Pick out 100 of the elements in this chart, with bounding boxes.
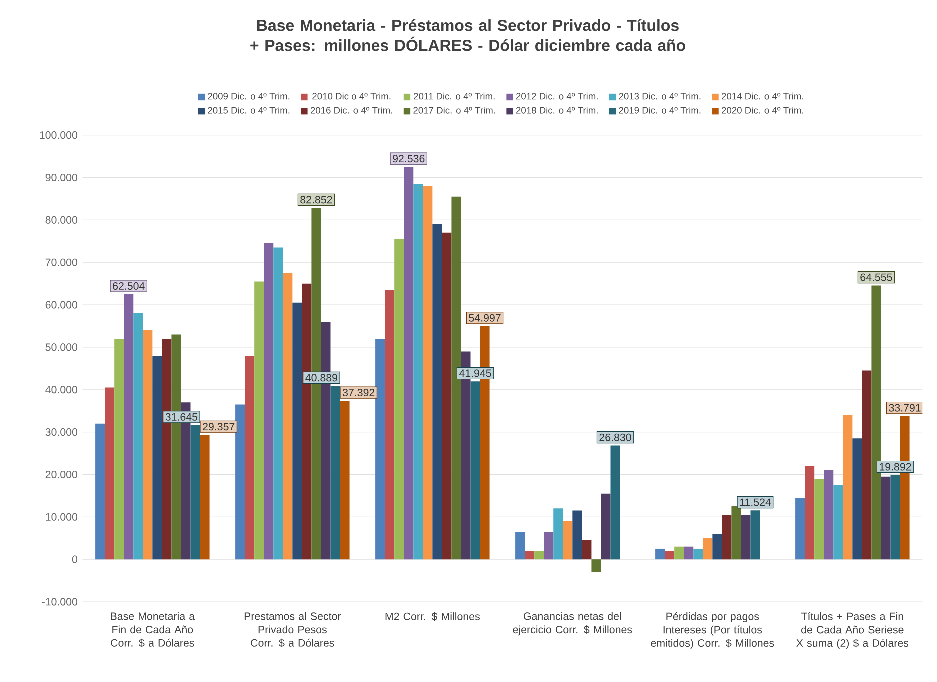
x-tick-label: M2 Corr. $ Millones bbox=[386, 612, 480, 622]
bar bbox=[143, 330, 153, 560]
bar bbox=[385, 290, 395, 560]
bar bbox=[684, 546, 694, 560]
bar bbox=[414, 184, 424, 560]
y-tick-label: 100.000 bbox=[40, 132, 78, 140]
bar bbox=[525, 551, 535, 560]
bar bbox=[592, 560, 602, 572]
bar bbox=[805, 466, 815, 560]
bar bbox=[134, 314, 144, 560]
bar bbox=[814, 478, 824, 560]
bar bbox=[452, 196, 462, 560]
data-label: 33.791 bbox=[889, 404, 921, 412]
bar bbox=[862, 370, 872, 560]
legend-label: 2018 Dic. o 4º Trim. bbox=[516, 106, 598, 114]
legend-label: 2011 Dic. o 4º Trim. bbox=[414, 92, 495, 100]
data-label: 54.997 bbox=[469, 314, 501, 322]
bar bbox=[292, 302, 302, 560]
bar bbox=[274, 248, 284, 560]
x-tick-label: Pérdidas por pagos Intereses (Por títulos emitidos) Corr. $ Millones bbox=[651, 612, 774, 650]
bar bbox=[105, 388, 115, 560]
y-tick-label: 60.000 bbox=[46, 301, 78, 309]
bar bbox=[423, 186, 433, 560]
bar bbox=[824, 470, 834, 560]
bar bbox=[190, 425, 200, 560]
data-label: 31.645 bbox=[166, 413, 198, 421]
bar bbox=[516, 532, 526, 560]
legend-label: 2010 Dic o 4º Trim. bbox=[312, 92, 391, 100]
y-tick-label: 80.000 bbox=[46, 216, 78, 224]
bar bbox=[200, 435, 210, 560]
x-tick-label: Prestamos al Sector Privado Pesos Corr. $ a Dólares bbox=[244, 612, 342, 648]
y-tick-label: 0 bbox=[72, 556, 78, 564]
bar bbox=[712, 534, 722, 560]
x-tick-label: Ganancias netas del ejercicio Corr. $ Millones bbox=[513, 612, 632, 636]
bar bbox=[722, 515, 732, 560]
bar bbox=[703, 538, 713, 560]
data-label: 40.889 bbox=[306, 374, 338, 382]
bar bbox=[601, 494, 611, 560]
bar bbox=[741, 515, 751, 560]
bar bbox=[340, 400, 350, 560]
bar bbox=[245, 356, 255, 560]
bar bbox=[843, 415, 853, 560]
bar bbox=[834, 485, 844, 560]
bar bbox=[264, 244, 274, 560]
legend-label: 2016 Dic. o 4º Trim. bbox=[310, 106, 392, 114]
y-tick-label: 30.000 bbox=[46, 428, 78, 436]
data-label: 26.830 bbox=[600, 434, 632, 442]
data-label: 64.555 bbox=[860, 274, 892, 282]
y-tick-label: 70.000 bbox=[46, 258, 78, 266]
bar bbox=[732, 506, 742, 560]
bar bbox=[114, 338, 124, 560]
bar bbox=[563, 521, 573, 560]
data-label: 82.852 bbox=[300, 196, 332, 204]
y-tick-label: 90.000 bbox=[46, 174, 78, 182]
bar bbox=[394, 239, 404, 560]
bar bbox=[610, 446, 620, 560]
bar bbox=[796, 498, 806, 560]
x-tick-label: Títulos + Pases a Fin de Cada Año Seriese X suma (2) $ a Dólares bbox=[796, 612, 909, 650]
bar bbox=[283, 273, 293, 560]
bar bbox=[152, 356, 162, 560]
chart-title: Base Monetaria - Préstamos al Sector Privado - Títulos + Pases: millones DÓLARES - Dólar diciembre cada año bbox=[250, 19, 686, 52]
bar bbox=[554, 508, 564, 560]
bar bbox=[582, 540, 592, 560]
bar bbox=[852, 438, 862, 560]
y-tick-label: -10.000 bbox=[42, 598, 78, 606]
data-label: 62.504 bbox=[113, 282, 145, 290]
data-label: 11.524 bbox=[740, 498, 772, 506]
data-label: 19.892 bbox=[880, 463, 912, 471]
bar bbox=[404, 166, 414, 560]
bar bbox=[330, 386, 340, 560]
y-tick-label: 20.000 bbox=[46, 470, 78, 479]
bar bbox=[470, 382, 480, 560]
bar bbox=[236, 404, 246, 560]
x-tick-label: Base Monetaria a Fin de Cada Año Corr. $ a Dólares bbox=[111, 612, 196, 648]
data-label: 37.392 bbox=[342, 389, 375, 397]
legend-label: 2013 Dic. o 4º Trim. bbox=[619, 92, 701, 100]
bar bbox=[124, 294, 134, 560]
bar bbox=[572, 510, 582, 560]
legend-label: 2014 Dic. o 4º Trim. bbox=[722, 92, 804, 100]
y-tick-label: 10.000 bbox=[46, 513, 78, 521]
bar bbox=[881, 476, 891, 560]
data-label: 41.945 bbox=[459, 370, 492, 378]
bar bbox=[432, 224, 442, 560]
data-label: 29.357 bbox=[203, 423, 235, 431]
bar bbox=[376, 338, 386, 560]
bar bbox=[254, 282, 264, 560]
bar bbox=[96, 424, 106, 560]
bar bbox=[694, 548, 704, 560]
legend-label: 2019 Dic. o 4º Trim. bbox=[619, 106, 701, 114]
bar bbox=[665, 551, 675, 560]
bar bbox=[750, 510, 760, 560]
legend-label: 2020 Dic. o 4º Trim. bbox=[722, 106, 804, 114]
legend-label: 2012 Dic. o 4º Trim. bbox=[516, 92, 598, 100]
legend-label: 2015 Dic. o 4º Trim. bbox=[208, 106, 290, 114]
bar bbox=[890, 475, 900, 560]
bar bbox=[656, 548, 666, 560]
bar bbox=[872, 286, 882, 560]
data-label: 92.536 bbox=[393, 155, 425, 163]
bar bbox=[442, 232, 452, 560]
legend-label: 2017 Dic. o 4º Trim. bbox=[414, 106, 496, 114]
